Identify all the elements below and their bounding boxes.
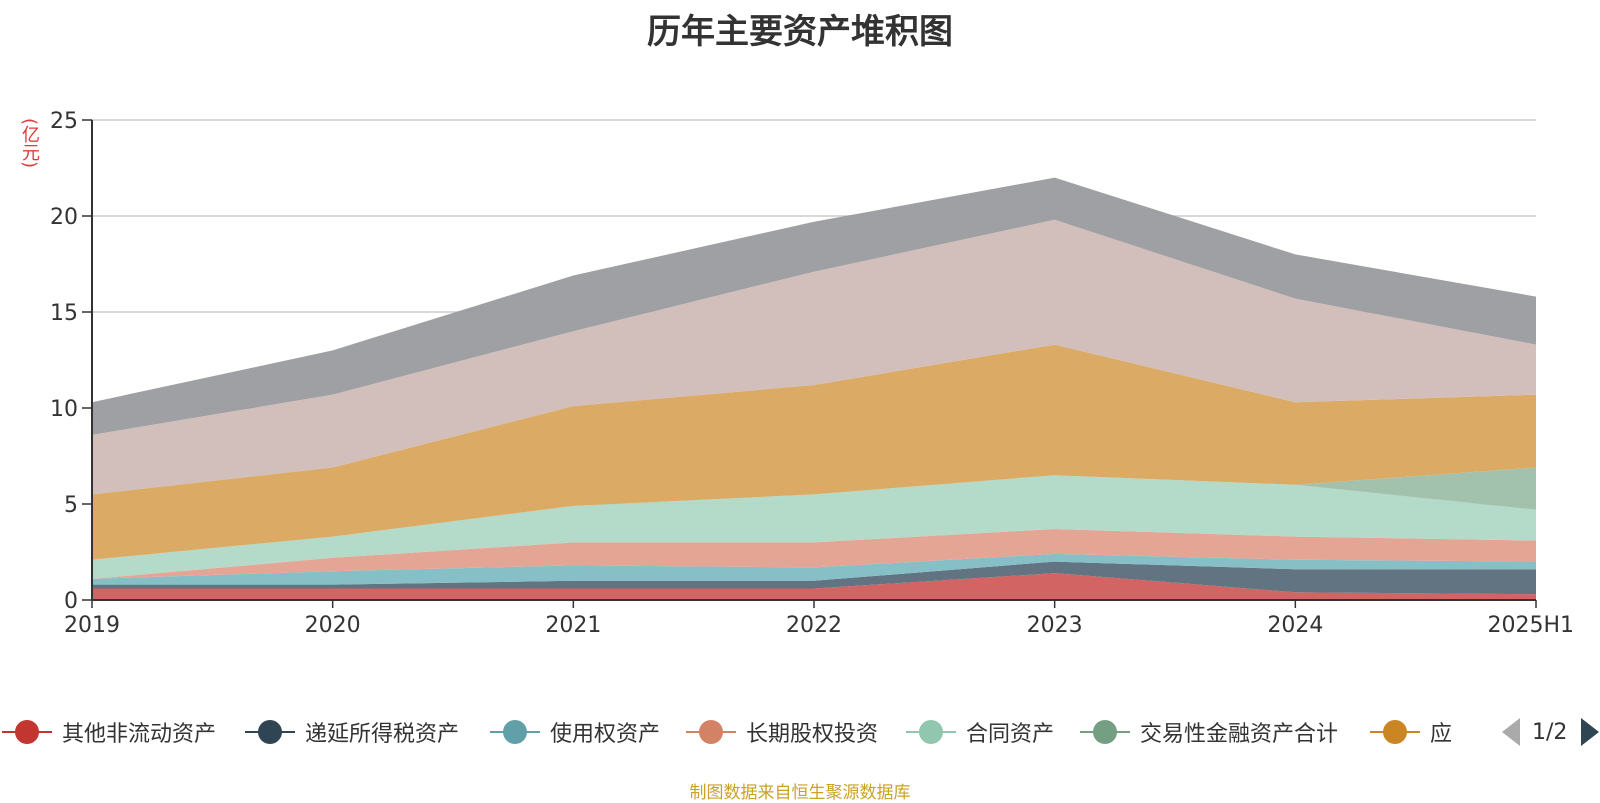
x-tick-label: 2023 <box>1027 613 1083 638</box>
y-tick-label: 0 <box>64 589 78 614</box>
x-tick-label: 2022 <box>786 613 842 638</box>
legend-marker-icon <box>1370 719 1420 745</box>
y-tick-label: 15 <box>50 301 78 326</box>
legend-item-4[interactable]: 合同资产 <box>906 712 1054 752</box>
area-series-3 <box>92 529 1536 579</box>
y-tick-label: 5 <box>64 493 78 518</box>
area-series-1 <box>92 561 1536 595</box>
legend-label: 交易性金融资产合计 <box>1140 722 1339 747</box>
x-tick-label: 2020 <box>305 613 361 638</box>
legend-marker-icon <box>2 719 52 745</box>
legend-label: 递延所得税资产 <box>305 722 460 747</box>
legend-marker-icon <box>245 719 295 745</box>
area-series-4 <box>92 475 1536 579</box>
area-series-0 <box>92 573 1536 600</box>
legend-marker-icon <box>490 719 540 745</box>
area-series-7 <box>92 219 1536 495</box>
legend-item-2[interactable]: 使用权资产 <box>490 712 660 752</box>
legend-pager: 1/2 <box>1502 712 1600 752</box>
y-axis-unit-label: (亿元) <box>19 118 40 169</box>
x-tick-label: 2021 <box>545 613 601 638</box>
legend-marker-icon <box>906 719 956 745</box>
legend-item-1[interactable]: 递延所得税资产 <box>245 712 459 752</box>
source-note: 制图数据来自恒生聚源数据库 <box>689 783 911 803</box>
x-tick-label: 2025H1 <box>1487 613 1574 638</box>
pager-page-label: 1/2 <box>1532 719 1568 745</box>
legend-item-5[interactable]: 交易性金融资产合计 <box>1080 712 1338 752</box>
stacked-area-chart: 0 5 10 15 20 25 2019 2020 2021 2022 2023 2024 2025H1 <box>50 109 1574 638</box>
x-tick-label: 2024 <box>1267 613 1323 638</box>
legend-label: 应 <box>1430 722 1453 747</box>
legend-label: 合同资产 <box>966 722 1055 747</box>
legend-item-3[interactable]: 长期股权投资 <box>686 712 878 752</box>
y-tick-label: 20 <box>50 205 78 230</box>
pager-next-icon[interactable] <box>1581 718 1600 746</box>
legend-marker-icon <box>1080 719 1130 745</box>
pager-prev-icon[interactable] <box>1502 718 1520 746</box>
y-tick-label: 25 <box>50 109 78 134</box>
legend-item-6[interactable]: 应 <box>1370 712 1452 752</box>
legend-item-0[interactable]: 其他非流动资产 <box>2 712 216 752</box>
area-series-2 <box>92 553 1536 585</box>
x-tick-label: 2019 <box>64 613 120 638</box>
legend-label: 使用权资产 <box>550 722 661 747</box>
area-series-8 <box>92 177 1536 435</box>
y-tick-label: 10 <box>50 397 78 422</box>
legend-label: 长期股权投资 <box>746 722 879 747</box>
chart-title: 历年主要资产堆积图 <box>647 12 953 52</box>
area-series-6 <box>92 344 1536 560</box>
chart-legend: 其他非流动资产 递延所得税资产 使用权资产 长期股权投资 合同资产 交易性金融资… <box>0 712 1600 752</box>
legend-label: 其他非流动资产 <box>62 722 217 747</box>
legend-marker-icon <box>686 719 736 745</box>
